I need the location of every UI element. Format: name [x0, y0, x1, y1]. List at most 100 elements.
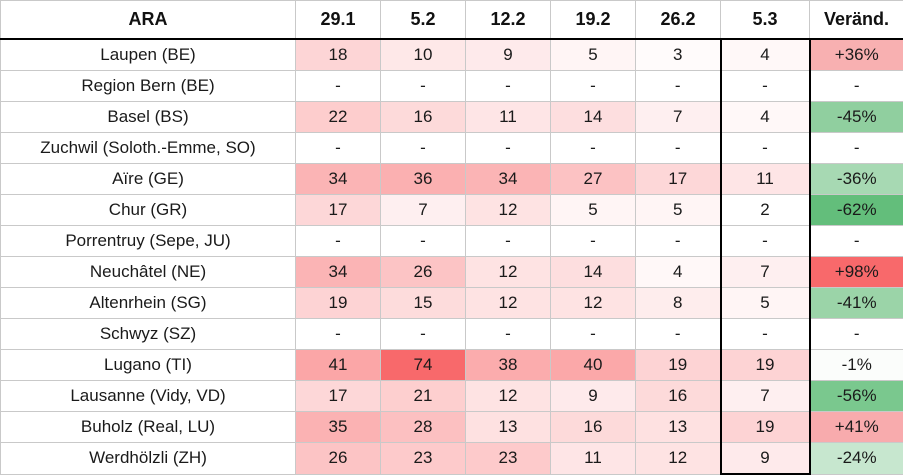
- value-cell-highlighted: 2: [719, 193, 811, 226]
- row-label-cell: Zuchwil (Soloth.-Emme, SO): [0, 131, 296, 164]
- value-cell: -: [295, 131, 381, 164]
- value-cell: 3: [635, 38, 721, 71]
- row-label-cell: Basel (BS): [0, 100, 296, 133]
- value-cell: -: [465, 224, 551, 257]
- column-header-ara: ARA: [0, 0, 296, 40]
- row-label-cell: Porrentruy (Sepe, JU): [0, 224, 296, 257]
- value-cell: 12: [465, 379, 551, 412]
- value-cell: -: [635, 69, 721, 102]
- value-cell-highlighted: 9: [719, 441, 811, 475]
- value-cell: 10: [380, 38, 466, 71]
- column-header-date-5: 26.2: [635, 0, 721, 40]
- value-cell-highlighted: 19: [719, 348, 811, 381]
- value-cell: -: [295, 224, 381, 257]
- value-cell: 26: [295, 441, 381, 475]
- table-row: Lugano (TI) 41 74 38 40 19 19 -1%: [0, 348, 903, 381]
- table-row: Zuchwil (Soloth.-Emme, SO) - - - - - - -: [0, 131, 903, 164]
- value-cell: 12: [465, 286, 551, 319]
- value-cell: 5: [635, 193, 721, 226]
- row-label-cell: Lugano (TI): [0, 348, 296, 381]
- value-cell: 4: [635, 255, 721, 288]
- value-cell: -: [550, 317, 636, 350]
- change-cell: -: [809, 69, 903, 102]
- value-cell: -: [380, 69, 466, 102]
- value-cell: 34: [295, 162, 381, 195]
- table-body: Laupen (BE) 18 10 9 5 3 4 +36% Region Bern (BE) -…: [0, 38, 903, 475]
- value-cell: 13: [635, 410, 721, 443]
- value-cell: 7: [380, 193, 466, 226]
- value-cell: 23: [380, 441, 466, 475]
- value-cell: 12: [635, 441, 721, 475]
- value-cell: 11: [550, 441, 636, 475]
- value-cell: -: [295, 317, 381, 350]
- value-cell: 16: [635, 379, 721, 412]
- value-cell-highlighted: 7: [719, 379, 811, 412]
- value-cell: -: [295, 69, 381, 102]
- value-cell: 5: [550, 193, 636, 226]
- value-cell: 8: [635, 286, 721, 319]
- value-cell: 41: [295, 348, 381, 381]
- table-row: Werdhölzli (ZH) 26 23 23 11 12 9 -24%: [0, 441, 903, 475]
- column-header-change: Veränd.: [809, 0, 903, 40]
- value-cell: 34: [465, 162, 551, 195]
- row-label-cell: Aïre (GE): [0, 162, 296, 195]
- row-label-cell: Lausanne (Vidy, VD): [0, 379, 296, 412]
- column-header-date-6-highlighted: 5.3: [720, 0, 810, 40]
- value-cell-highlighted: -: [719, 69, 811, 102]
- row-label-cell: Neuchâtel (NE): [0, 255, 296, 288]
- row-label-cell: Schwyz (SZ): [0, 317, 296, 350]
- column-header-date-4: 19.2: [550, 0, 636, 40]
- value-cell: 38: [465, 348, 551, 381]
- value-cell: -: [465, 131, 551, 164]
- value-cell: 9: [550, 379, 636, 412]
- value-cell: -: [635, 224, 721, 257]
- value-cell: 35: [295, 410, 381, 443]
- value-cell: 19: [295, 286, 381, 319]
- change-cell: -45%: [809, 100, 903, 133]
- value-cell: 26: [380, 255, 466, 288]
- value-cell: 14: [550, 100, 636, 133]
- value-cell-highlighted: 5: [719, 286, 811, 319]
- change-cell: -36%: [809, 162, 903, 195]
- table-row: Region Bern (BE) - - - - - - -: [0, 69, 903, 102]
- value-cell: 19: [635, 348, 721, 381]
- table-row: Buholz (Real, LU) 35 28 13 16 13 19 +41%: [0, 410, 903, 443]
- row-label-cell: Chur (GR): [0, 193, 296, 226]
- value-cell: 34: [295, 255, 381, 288]
- table-row: Schwyz (SZ) - - - - - - -: [0, 317, 903, 350]
- value-cell-highlighted: -: [719, 224, 811, 257]
- row-label-cell: Altenrhein (SG): [0, 286, 296, 319]
- value-cell: 13: [465, 410, 551, 443]
- value-cell-highlighted: 4: [719, 100, 811, 133]
- value-cell: 40: [550, 348, 636, 381]
- header-row: ARA 29.1 5.2 12.2 19.2 26.2 5.3 Veränd.: [0, 0, 903, 40]
- value-cell: 36: [380, 162, 466, 195]
- value-cell: -: [635, 131, 721, 164]
- row-label-cell: Region Bern (BE): [0, 69, 296, 102]
- change-cell: -56%: [809, 379, 903, 412]
- value-cell: 17: [295, 379, 381, 412]
- row-label-cell: Werdhölzli (ZH): [0, 441, 296, 475]
- change-cell: -24%: [809, 441, 903, 475]
- value-cell: 12: [465, 193, 551, 226]
- value-cell: 9: [465, 38, 551, 71]
- table-row: Aïre (GE) 34 36 34 27 17 11 -36%: [0, 162, 903, 195]
- value-cell: 14: [550, 255, 636, 288]
- value-cell: -: [380, 317, 466, 350]
- value-cell: -: [635, 317, 721, 350]
- value-cell: 74: [380, 348, 466, 381]
- change-cell: -: [809, 317, 903, 350]
- value-cell: -: [380, 131, 466, 164]
- change-cell: -: [809, 224, 903, 257]
- table-row: Altenrhein (SG) 19 15 12 12 8 5 -41%: [0, 286, 903, 319]
- value-cell: 12: [465, 255, 551, 288]
- value-cell: 5: [550, 38, 636, 71]
- value-cell: 23: [465, 441, 551, 475]
- row-label-cell: Buholz (Real, LU): [0, 410, 296, 443]
- column-header-date-2: 5.2: [380, 0, 466, 40]
- value-cell: -: [465, 69, 551, 102]
- value-cell: -: [465, 317, 551, 350]
- value-cell-highlighted: 19: [719, 410, 811, 443]
- value-cell: 16: [550, 410, 636, 443]
